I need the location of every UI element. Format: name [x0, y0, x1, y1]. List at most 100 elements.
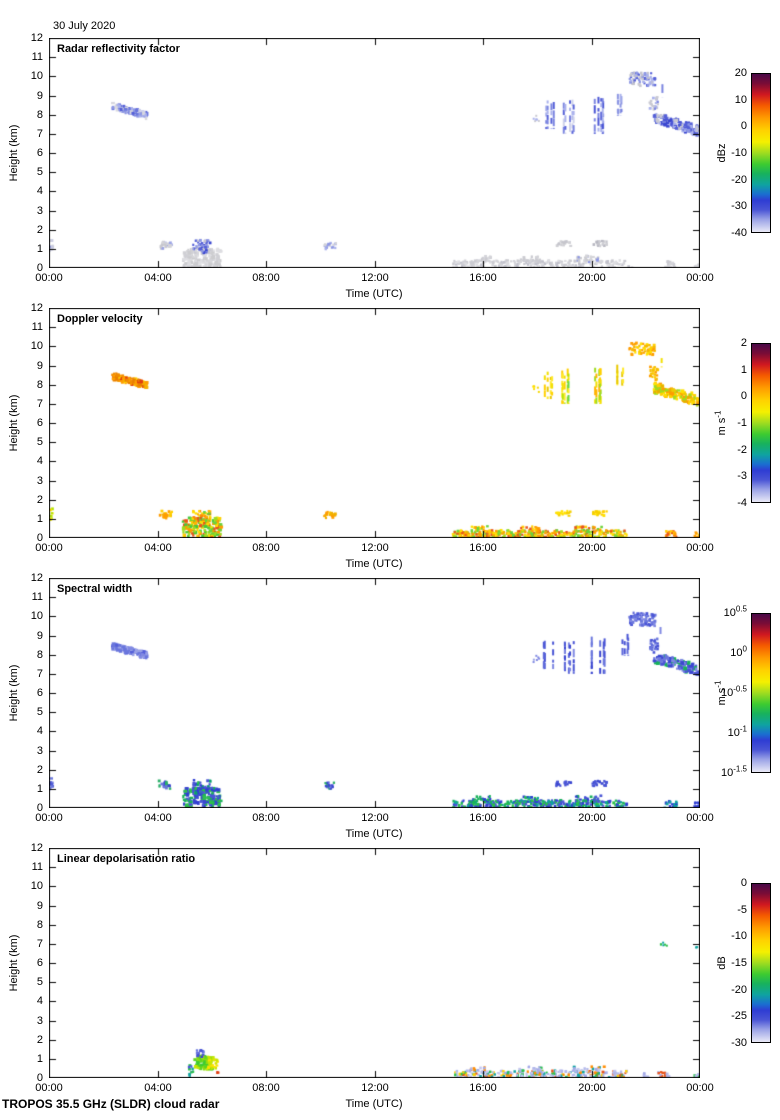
y-tick-label: 1: [36, 1053, 43, 1065]
y-tick-label: 4: [36, 455, 43, 467]
y-tick-label: 6: [36, 957, 43, 969]
x-tick-label: 12:00: [361, 1082, 389, 1094]
x-tick-label: 16:00: [469, 272, 497, 284]
y-tick-label: 2: [36, 224, 43, 236]
instrument-label: TROPOS 35.5 GHz (SLDR) cloud radar: [2, 1097, 220, 1111]
y-tick-label: 7: [36, 668, 43, 680]
x-axis-title: Time (UTC): [345, 1098, 403, 1110]
y-tick-label: 12: [30, 32, 43, 44]
y-tick-label: 9: [36, 630, 43, 642]
colorbar-tick-label: -1: [737, 417, 747, 429]
x-tick-label: 00:00: [35, 272, 63, 284]
colorbar-tick-label: 0: [740, 877, 747, 889]
y-tick-label: 10: [30, 610, 43, 622]
y-tick-label: 6: [36, 417, 43, 429]
y-tick-label: 2: [36, 764, 43, 776]
y-tick-label: 8: [36, 379, 43, 391]
y-tick-label: 0: [36, 532, 43, 544]
x-tick-label: 16:00: [469, 812, 497, 824]
y-tick-label: 5: [36, 166, 43, 178]
colorbar: [751, 73, 771, 233]
colorbar-tick-label: -4: [737, 497, 747, 509]
x-tick-label: 20:00: [578, 542, 606, 554]
y-tick-label: 12: [30, 302, 43, 314]
y-tick-label: 6: [36, 147, 43, 159]
x-tick-label: 20:00: [578, 812, 606, 824]
x-tick-label: 20:00: [578, 1082, 606, 1094]
plot-area: [49, 308, 700, 538]
y-tick-label: 7: [36, 398, 43, 410]
y-tick-label: 11: [31, 591, 43, 603]
y-tick-label: 4: [36, 995, 43, 1007]
colorbar-tick-label: 1: [740, 363, 747, 376]
x-tick-label: 12:00: [361, 542, 389, 554]
colorbar-tick-label: -30: [731, 200, 747, 213]
x-axis-title: Time (UTC): [345, 828, 403, 840]
y-tick-label: 12: [30, 842, 43, 854]
y-tick-label: 5: [36, 706, 43, 718]
y-tick-label: 4: [36, 185, 43, 197]
y-tick-label: 3: [36, 205, 43, 217]
y-tick-label: 3: [36, 475, 43, 487]
colorbar-tick-label: -10: [731, 930, 747, 943]
colorbar-tick-label: -15: [731, 957, 747, 969]
colorbar: [751, 883, 771, 1043]
x-tick-label: 04:00: [144, 542, 172, 554]
colorbar-tick-label: 2: [740, 337, 747, 349]
x-tick-label: 08:00: [252, 1082, 280, 1094]
y-tick-label: 8: [36, 919, 43, 931]
y-tick-label: 7: [36, 128, 43, 140]
panel-plot-canvas: [49, 38, 700, 268]
x-tick-label: 00:00: [35, 812, 63, 824]
y-tick-label: 11: [31, 861, 43, 873]
y-tick-label: 10: [30, 880, 43, 892]
y-tick-label: 3: [36, 745, 43, 757]
y-tick-label: 11: [31, 321, 43, 333]
x-axis-title: Time (UTC): [345, 558, 403, 570]
y-tick-label: 4: [36, 725, 43, 737]
date-label: 30 July 2020: [53, 20, 116, 32]
y-tick-label: 10: [30, 340, 43, 352]
colorbar-tick-label: -3: [737, 470, 747, 483]
colorbar-tick-label: -20: [731, 983, 747, 996]
x-tick-label: 00:00: [35, 542, 63, 554]
y-tick-label: 3: [36, 1015, 43, 1027]
colorbar-tick-label: -2: [737, 443, 747, 456]
colorbar: [751, 343, 771, 503]
y-tick-label: 0: [36, 262, 43, 274]
x-tick-label: 20:00: [578, 272, 606, 284]
colorbar-tick-label: -30: [731, 1037, 747, 1049]
y-tick-label: 0: [36, 802, 43, 814]
panel-plot-canvas: [49, 848, 700, 1078]
plot-area: [49, 38, 700, 268]
y-tick-label: 9: [36, 360, 43, 372]
y-tick-label: 10: [30, 70, 43, 82]
colorbar-tick-label: 20: [734, 67, 747, 79]
colorbar-tick-label: 10-1.5: [720, 764, 747, 779]
panel-title: Linear depolarisation ratio: [57, 853, 196, 865]
y-tick-label: 8: [36, 649, 43, 661]
plot-area: [49, 848, 700, 1078]
x-tick-label: 04:00: [144, 812, 172, 824]
colorbar-tick-label: 0: [740, 120, 747, 133]
colorbar-tick-label: -20: [731, 173, 747, 186]
x-tick-label: 00:00: [35, 1082, 63, 1094]
x-tick-label: 12:00: [361, 272, 389, 284]
y-tick-label: 7: [36, 938, 43, 950]
y-tick-label: 11: [31, 51, 43, 63]
y-tick-label: 1: [36, 783, 43, 795]
y-tick-label: 8: [36, 109, 43, 121]
colorbar-tick-label: 100.5: [723, 604, 747, 619]
panel-plot-canvas: [49, 578, 700, 808]
colorbar-tick-label: 10: [734, 93, 747, 106]
colorbar-tick-label: -40: [731, 227, 747, 239]
y-tick-label: 2: [36, 494, 43, 506]
y-tick-label: 9: [36, 90, 43, 102]
x-tick-label: 04:00: [144, 1082, 172, 1094]
panel-title: Radar reflectivity factor: [57, 43, 180, 55]
y-tick-label: 12: [30, 572, 43, 584]
x-tick-label: 16:00: [469, 542, 497, 554]
x-tick-label: 00:00: [686, 272, 714, 284]
y-tick-label: 1: [36, 243, 43, 255]
y-tick-label: 2: [36, 1034, 43, 1046]
